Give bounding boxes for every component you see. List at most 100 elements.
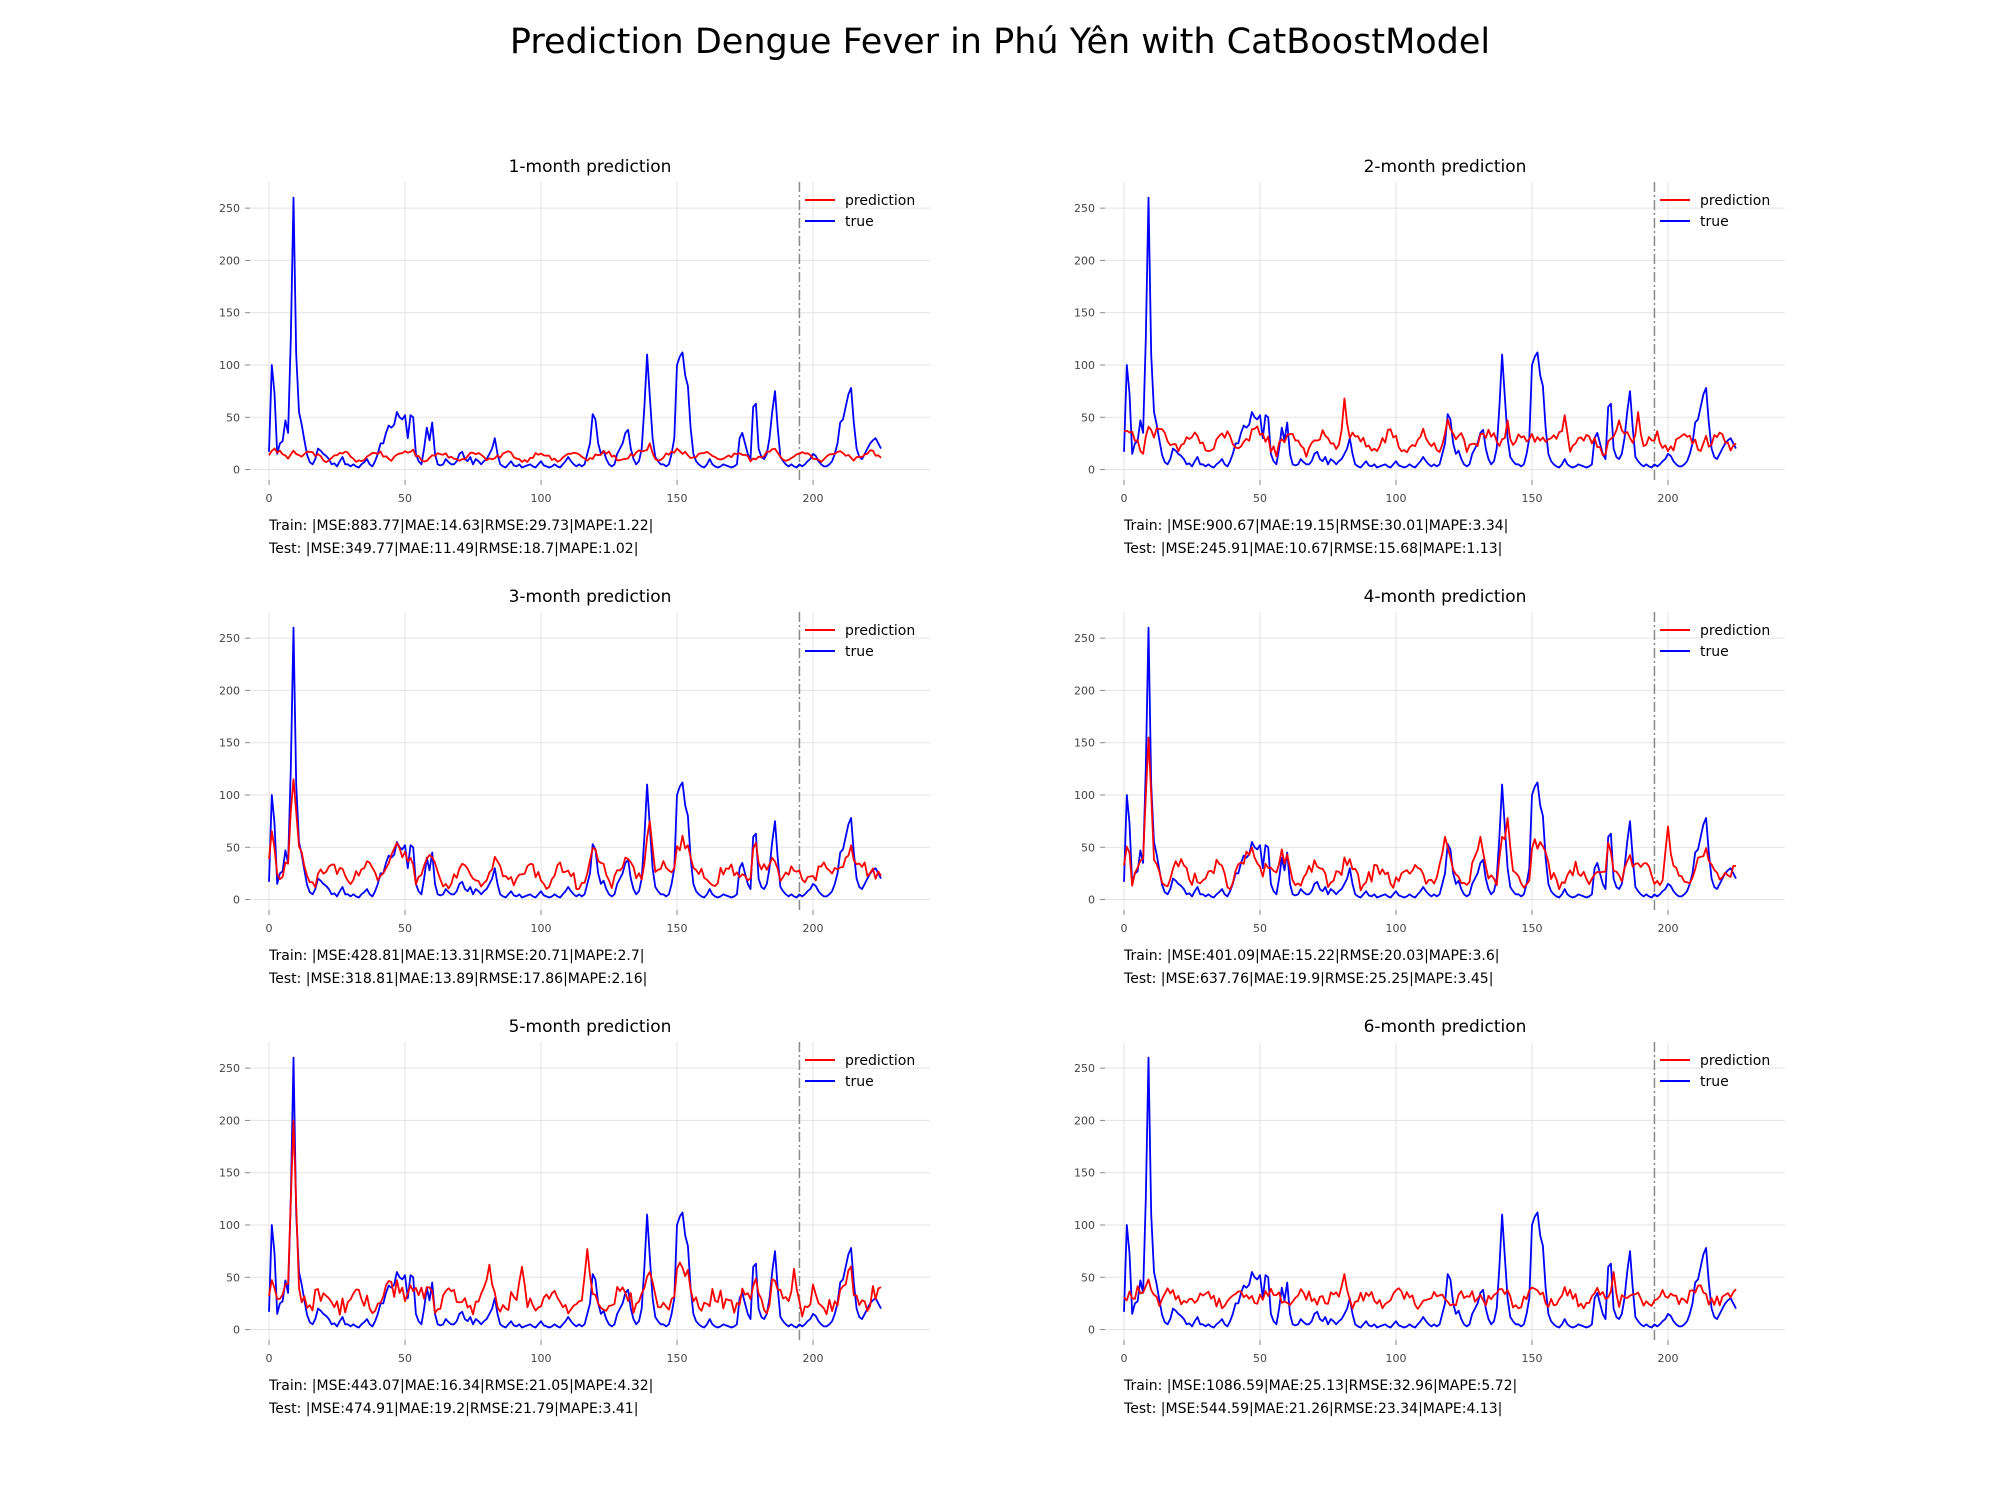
y-tick-label: 200 xyxy=(219,254,240,267)
x-tick-label: 200 xyxy=(803,492,824,505)
y-tick-label: 250 xyxy=(1074,632,1095,645)
y-tick-label: 150 xyxy=(219,1167,240,1180)
y-tick-label: 250 xyxy=(219,1062,240,1075)
x-tick-label: 150 xyxy=(667,922,688,935)
y-tick-label: 0 xyxy=(233,894,240,907)
y-tick-label: 50 xyxy=(1081,411,1095,424)
y-tick-label: 150 xyxy=(1074,1167,1095,1180)
y-tick-label: 200 xyxy=(1074,1114,1095,1127)
x-tick-label: 0 xyxy=(266,922,273,935)
x-tick-label: 50 xyxy=(1253,922,1267,935)
series-true-line xyxy=(1123,196,1737,469)
figure-title: Prediction Dengue Fever in Phú Yên with … xyxy=(509,22,1491,62)
series-prediction-line xyxy=(268,442,882,464)
x-tick-label: 200 xyxy=(1658,1352,1679,1365)
panel-6: 6-month prediction 0 50 100 150 200 0 50 100 150 2… xyxy=(1074,1017,1785,1417)
panel-4: 4-month prediction 0 50 100 150 200 0 50 100 150 2… xyxy=(1074,587,1785,987)
x-tick-label: 200 xyxy=(1658,492,1679,505)
x-tick-label: 100 xyxy=(1386,492,1407,505)
panel-title: 6-month prediction xyxy=(1364,1017,1527,1037)
train-metrics: Train: |MSE:428.81|MAE:13.31|RMSE:20.71|… xyxy=(268,948,644,964)
y-tick-label: 100 xyxy=(219,789,240,802)
test-metrics: Test: |MSE:245.91|MAE:10.67|RMSE:15.68|M… xyxy=(1123,541,1502,557)
test-metrics: Test: |MSE:318.81|MAE:13.89|RMSE:17.86|M… xyxy=(268,971,647,987)
y-tick-label: 250 xyxy=(219,202,240,215)
test-metrics: Test: |MSE:474.91|MAE:19.2|RMSE:21.79|MA… xyxy=(268,1401,638,1417)
y-tick-label: 0 xyxy=(1088,1324,1095,1337)
x-tick-label: 150 xyxy=(667,492,688,505)
panel-title: 2-month prediction xyxy=(1364,157,1527,177)
y-tick-label: 250 xyxy=(1074,1062,1095,1075)
y-tick-label: 100 xyxy=(1074,1219,1095,1232)
y-tick-label: 50 xyxy=(226,841,240,854)
test-metrics: Test: |MSE:349.77|MAE:11.49|RMSE:18.7|MA… xyxy=(268,541,638,557)
legend-label-prediction: prediction xyxy=(845,1053,915,1069)
legend-label-prediction: prediction xyxy=(845,193,915,209)
series-true-line xyxy=(268,1056,882,1329)
x-tick-label: 100 xyxy=(531,1352,552,1365)
x-tick-label: 0 xyxy=(1121,1352,1128,1365)
legend-label-true: true xyxy=(1700,1074,1729,1090)
panel-title: 3-month prediction xyxy=(509,587,672,607)
series-true-line xyxy=(1123,1056,1737,1329)
x-tick-label: 100 xyxy=(531,922,552,935)
x-tick-label: 150 xyxy=(1522,922,1543,935)
legend-label-prediction: prediction xyxy=(1700,193,1770,209)
y-tick-label: 200 xyxy=(1074,254,1095,267)
x-tick-label: 100 xyxy=(531,492,552,505)
x-tick-label: 0 xyxy=(1121,492,1128,505)
legend-label-prediction: prediction xyxy=(845,623,915,639)
series-prediction-line xyxy=(1123,397,1737,458)
x-tick-label: 50 xyxy=(398,492,412,505)
x-tick-label: 200 xyxy=(1658,922,1679,935)
series-true-line xyxy=(1123,626,1737,899)
train-metrics: Train: |MSE:401.09|MAE:15.22|RMSE:20.03|… xyxy=(1123,948,1499,964)
legend-label-true: true xyxy=(845,644,874,660)
series-prediction-line xyxy=(268,778,882,890)
x-tick-label: 100 xyxy=(1386,922,1407,935)
series-prediction-line xyxy=(268,1119,882,1318)
x-tick-label: 50 xyxy=(398,922,412,935)
y-tick-label: 0 xyxy=(233,464,240,477)
x-tick-label: 200 xyxy=(803,922,824,935)
y-tick-label: 250 xyxy=(219,632,240,645)
x-tick-label: 150 xyxy=(1522,1352,1543,1365)
y-tick-label: 150 xyxy=(219,307,240,320)
series-prediction-line xyxy=(1123,1271,1737,1310)
y-tick-label: 250 xyxy=(1074,202,1095,215)
x-tick-label: 200 xyxy=(803,1352,824,1365)
x-tick-label: 0 xyxy=(266,492,273,505)
x-tick-label: 50 xyxy=(1253,1352,1267,1365)
x-tick-label: 100 xyxy=(1386,1352,1407,1365)
series-true-line xyxy=(268,196,882,469)
y-tick-label: 100 xyxy=(1074,359,1095,372)
y-tick-label: 200 xyxy=(1074,684,1095,697)
x-tick-label: 150 xyxy=(667,1352,688,1365)
train-metrics: Train: |MSE:900.67|MAE:19.15|RMSE:30.01|… xyxy=(1123,518,1508,534)
panel-1: 1-month prediction 0 50 100 150 200 0 50 100 150 2… xyxy=(219,157,930,557)
train-metrics: Train: |MSE:1086.59|MAE:25.13|RMSE:32.96… xyxy=(1123,1378,1517,1394)
y-tick-label: 50 xyxy=(1081,841,1095,854)
y-tick-label: 150 xyxy=(1074,307,1095,320)
test-metrics: Test: |MSE:544.59|MAE:21.26|RMSE:23.34|M… xyxy=(1123,1401,1502,1417)
panel-title: 5-month prediction xyxy=(509,1017,672,1037)
x-tick-label: 0 xyxy=(1121,922,1128,935)
x-tick-label: 50 xyxy=(398,1352,412,1365)
panel-3: 3-month prediction 0 50 100 150 200 0 50 100 150 2… xyxy=(219,587,930,987)
y-tick-label: 0 xyxy=(1088,894,1095,907)
legend-label-true: true xyxy=(845,1074,874,1090)
y-tick-label: 200 xyxy=(219,1114,240,1127)
x-tick-label: 150 xyxy=(1522,492,1543,505)
train-metrics: Train: |MSE:883.77|MAE:14.63|RMSE:29.73|… xyxy=(268,518,653,534)
panel-title: 4-month prediction xyxy=(1364,587,1527,607)
train-metrics: Train: |MSE:443.07|MAE:16.34|RMSE:21.05|… xyxy=(268,1378,653,1394)
panel-2: 2-month prediction 0 50 100 150 200 0 50 100 150 2… xyxy=(1074,157,1785,557)
series-prediction-line xyxy=(1123,736,1737,892)
y-tick-label: 100 xyxy=(219,359,240,372)
legend-label-prediction: prediction xyxy=(1700,623,1770,639)
series-true-line xyxy=(268,626,882,899)
y-tick-label: 50 xyxy=(1081,1271,1095,1284)
panel-title: 1-month prediction xyxy=(509,157,672,177)
y-tick-label: 100 xyxy=(219,1219,240,1232)
